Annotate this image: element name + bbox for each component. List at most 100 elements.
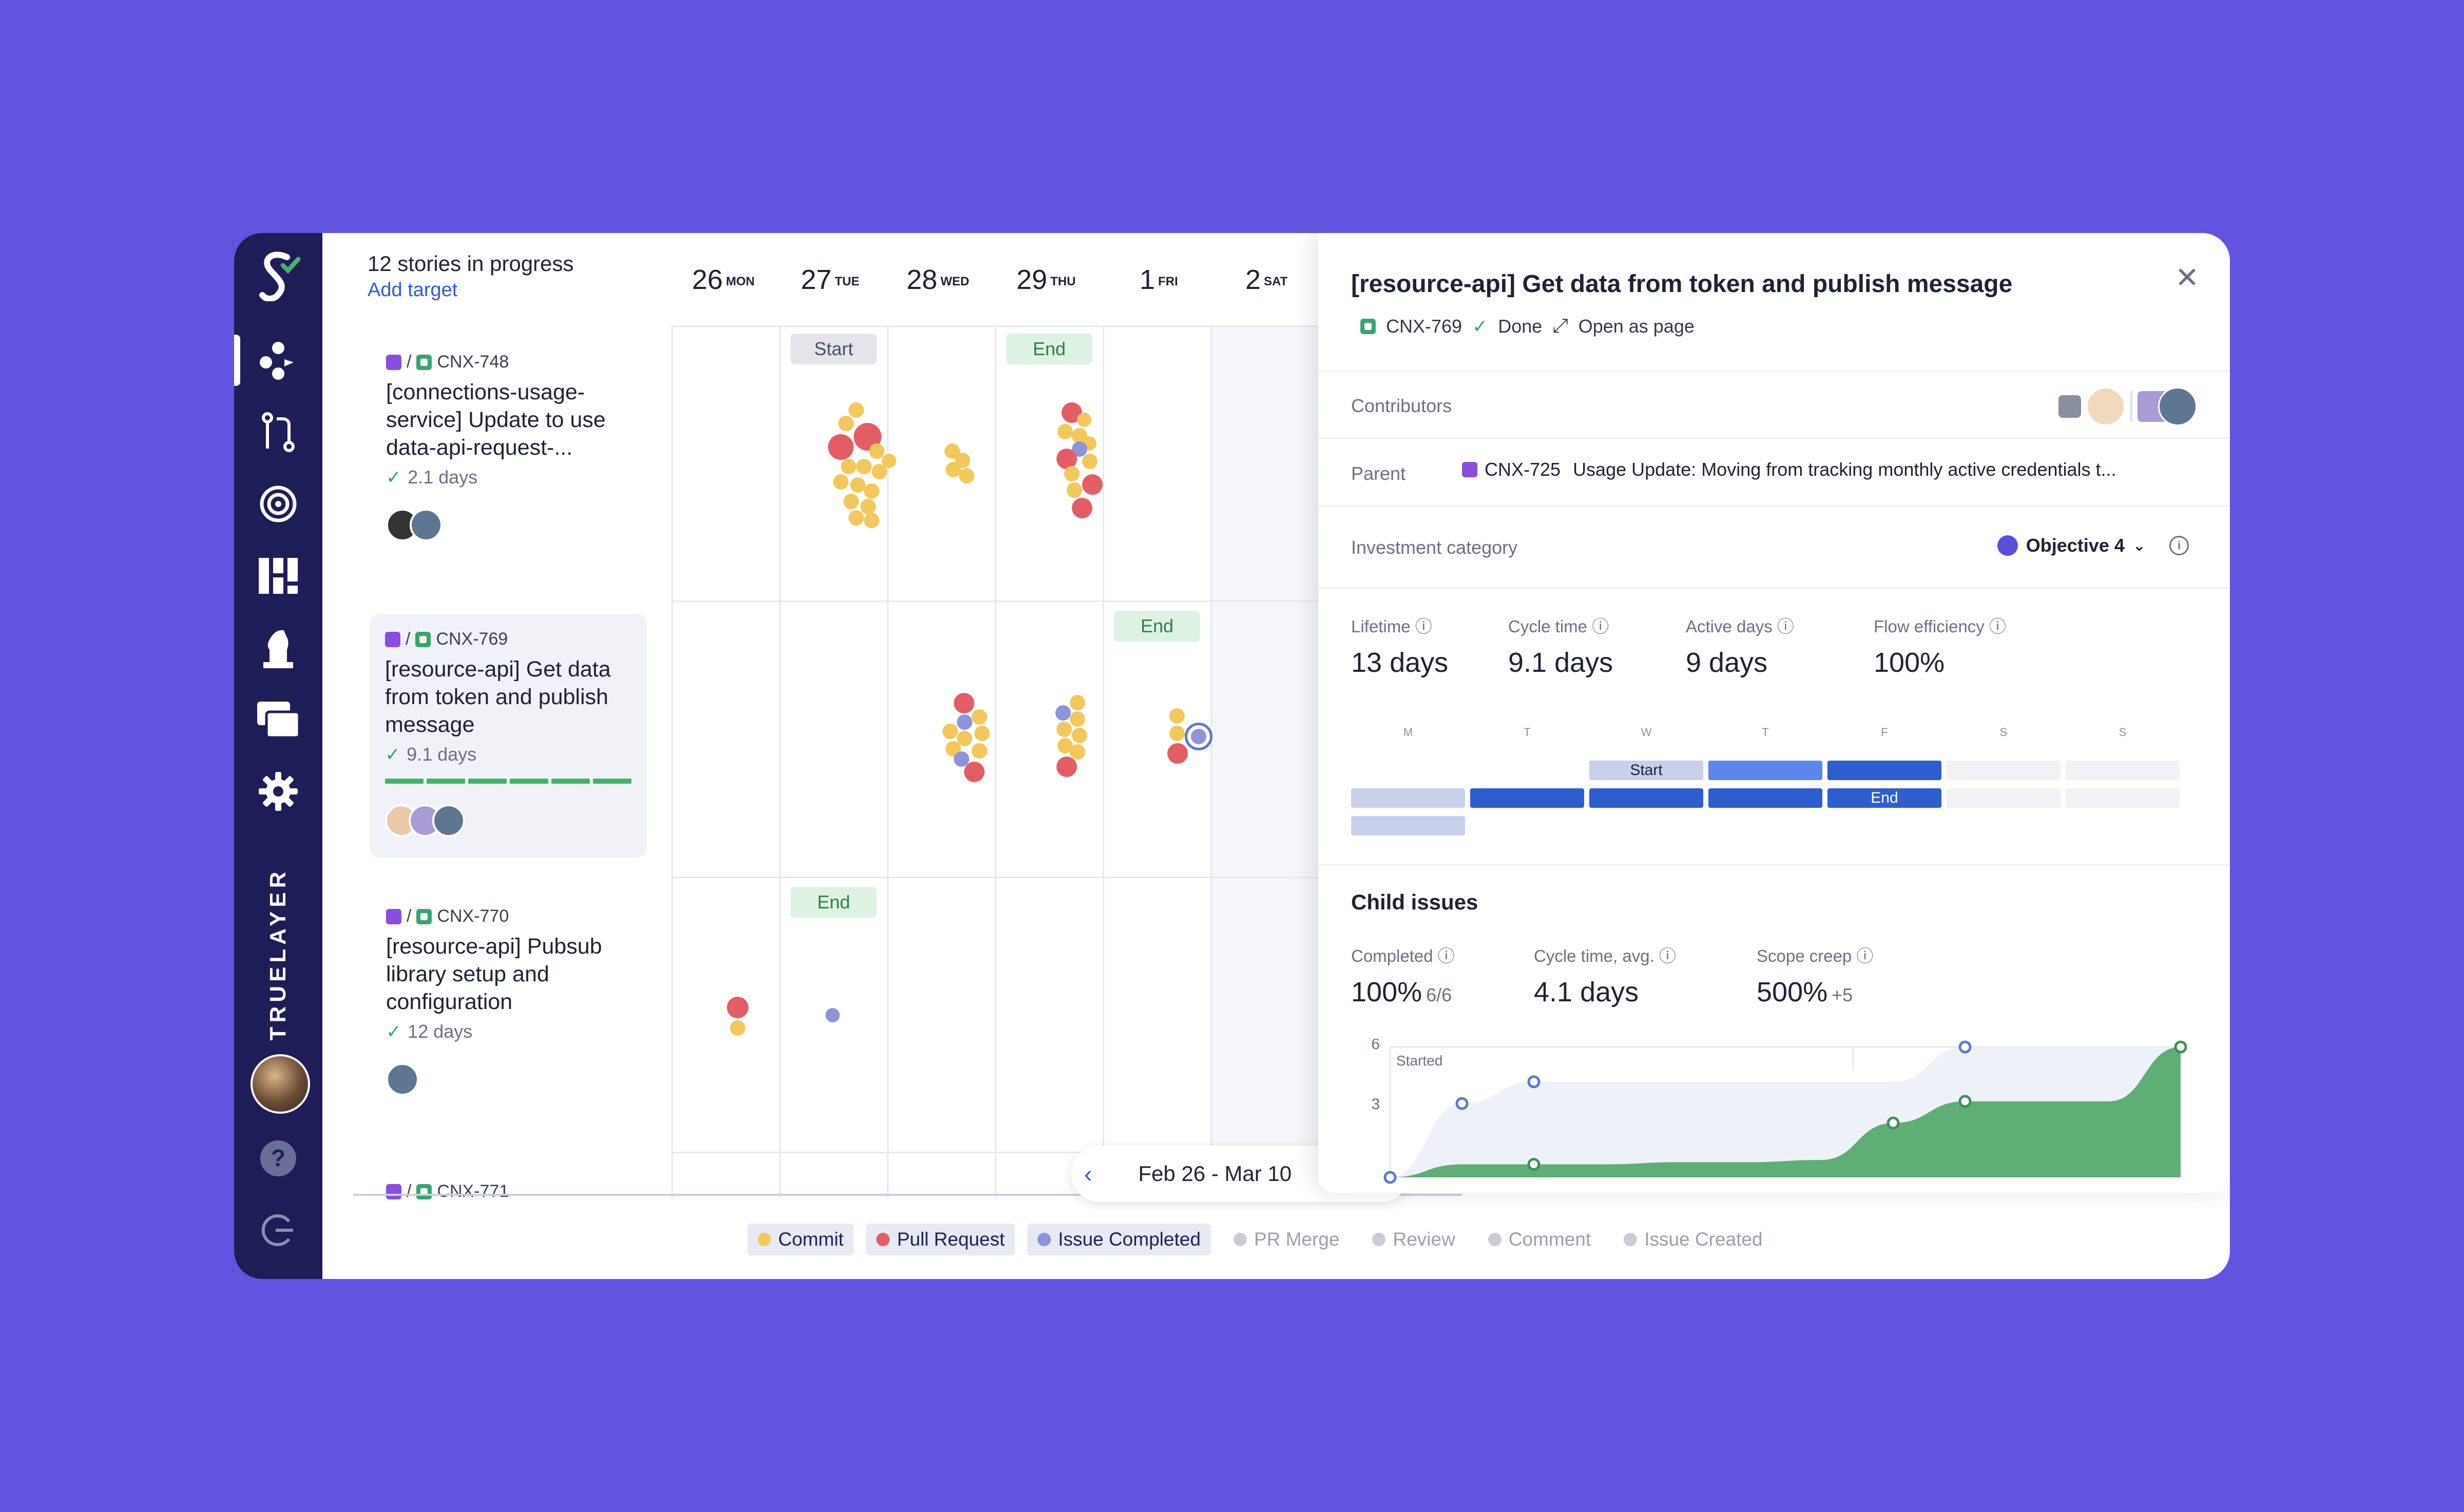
child-issues-title: Child issues (1351, 890, 1478, 914)
stat-cycle-time: Cycle time ⓘ 9.1 days (1508, 617, 1613, 678)
epic-icon (385, 631, 400, 647)
story-card[interactable]: / CNX-770 [resource-api] Pubsub library s… (378, 901, 651, 1101)
story-card-selected[interactable]: / CNX-769 [resource-api] Get data from to… (370, 614, 647, 858)
dashboard-icon[interactable] (256, 554, 300, 598)
story-icon (416, 354, 432, 370)
story-days: 9.1 days (407, 744, 477, 765)
chevron-down-icon: ⌄ (2132, 537, 2146, 554)
weekday-label: W (1641, 726, 1652, 739)
expand-icon: ⤢ (1552, 315, 1568, 337)
story-title: [resource-api] Get data from token and p… (385, 657, 611, 737)
check-icon: ✓ (386, 1021, 402, 1042)
contributors (385, 804, 631, 837)
story-key: CNX-771 (437, 1181, 509, 1201)
chart-point (1958, 1095, 1972, 1108)
day-header: 27 TUE (801, 264, 860, 295)
chart-point (1886, 1116, 1900, 1130)
stat-lifetime: Lifetime ⓘ 13 days (1351, 617, 1449, 678)
legend-comment[interactable]: Comment (1478, 1224, 1601, 1255)
weekday-label: S (2119, 726, 2127, 739)
completed-area (1390, 1047, 2181, 1177)
day-header: 2 SAT (1245, 264, 1288, 295)
parent-link[interactable]: CNX-725 Usage Update: Moving from tracki… (1462, 459, 2116, 480)
logout-icon[interactable] (256, 1208, 300, 1252)
started-annotation: Started (1396, 1053, 1442, 1069)
story-icon (416, 908, 432, 924)
child-stat-scope-creep: Scope creep ⓘ 500% +5 (1757, 946, 1874, 1007)
activity-calendar: 26 MON 27 TUE 28 WED 29 THU 1 FRI 2 SAT Start … (671, 233, 1344, 1198)
avatar (2086, 387, 2125, 426)
active-indicator (234, 335, 240, 386)
weekday-label: F (1881, 726, 1888, 739)
legend-pull-request[interactable]: Pull Request (866, 1224, 1015, 1255)
avatar (432, 804, 465, 837)
avatar (410, 509, 442, 541)
stories-count: 12 stories in progress (368, 251, 574, 276)
sidebar: TRUELAYER ? (234, 233, 322, 1279)
timeline-axis (353, 1194, 1462, 1196)
legend-pr-merge[interactable]: PR Merge (1223, 1224, 1350, 1255)
teams-icon[interactable] (256, 338, 300, 382)
chart-point (1958, 1040, 1972, 1054)
contributor-avatars (2058, 387, 2197, 426)
contributors-label: Contributors (1351, 395, 1452, 416)
logo-icon[interactable] (256, 251, 300, 301)
y-tick-label: 3 (1371, 1096, 1380, 1113)
epic-icon (1462, 462, 1477, 477)
issue-key[interactable]: CNX-769 (1386, 315, 1462, 337)
story-days: 2.1 days (408, 467, 478, 488)
epic-icon (386, 1184, 401, 1199)
story-icon (416, 1184, 432, 1199)
child-stat-cycle-time: Cycle time, avg. ⓘ 4.1 days (1534, 946, 1676, 1007)
avatar (386, 1063, 419, 1096)
check-icon: ✓ (1472, 315, 1488, 337)
day-header: 26 MON (692, 264, 755, 295)
story-key: CNX-770 (437, 906, 509, 926)
target-icon[interactable] (256, 482, 300, 526)
stat-flow-efficiency: Flow efficiency ⓘ 100% (1874, 617, 2006, 678)
help-icon[interactable]: ? (256, 1136, 300, 1180)
legend-issue-completed[interactable]: Issue Completed (1027, 1224, 1211, 1255)
weekday-label: M (1403, 726, 1413, 739)
story-key: CNX-769 (436, 629, 508, 649)
epic-icon (386, 908, 401, 924)
legend-commit[interactable]: Commit (747, 1224, 854, 1255)
legend-review[interactable]: Review (1362, 1224, 1465, 1255)
app-window: TRUELAYER ? 12 stories in progress Add t… (234, 233, 2230, 1279)
child-stat-completed: Completed ⓘ 100% 6/6 (1351, 946, 1455, 1007)
info-icon[interactable]: i (2169, 536, 2189, 555)
end-marker: End (791, 887, 877, 918)
gear-icon[interactable] (256, 769, 300, 813)
day-header: 29 THU (1016, 264, 1076, 295)
objective-dropdown[interactable]: Objective 4 ⌄ i (1997, 535, 2189, 556)
chart-point (1527, 1075, 1541, 1089)
weekday-label: S (1999, 726, 2008, 739)
bot-icon (2058, 395, 2081, 418)
chevron-left-icon[interactable]: ‹ (1084, 1160, 1092, 1187)
start-bar: Start (1589, 761, 1703, 780)
pull-requests-icon[interactable] (256, 410, 300, 454)
parent-label: Parent (1351, 463, 1406, 484)
progress-bar (385, 779, 631, 784)
chart-point (1527, 1158, 1541, 1171)
investment-category-label: Investment category (1351, 537, 1518, 558)
story-card[interactable]: / CNX-771 (378, 1176, 651, 1207)
day-header: 1 FRI (1140, 264, 1178, 295)
story-card[interactable]: / CNX-748 [connections-usage-service] Upd… (378, 347, 651, 547)
close-icon[interactable]: ✕ (2175, 261, 2199, 294)
end-marker: End (1006, 334, 1092, 364)
issue-detail-panel: [resource-api] Get data from token and p… (1318, 233, 2230, 1193)
y-tick-label: 6 (1371, 1039, 1380, 1053)
contributors (386, 1063, 643, 1096)
issue-status: Done (1498, 315, 1543, 337)
add-target-link[interactable]: Add target (368, 279, 458, 301)
issue-title: [resource-api] Get data from token and p… (1351, 270, 2013, 298)
date-range-label: Feb 26 - Mar 10 (1138, 1161, 1292, 1186)
child-issues-chart: 6 3 Started (1371, 1039, 2187, 1184)
legend-issue-created[interactable]: Issue Created (1613, 1224, 1773, 1255)
user-avatar[interactable] (251, 1054, 310, 1114)
chess-knight-icon[interactable] (256, 626, 300, 670)
open-as-page-link[interactable]: Open as page (1578, 315, 1695, 337)
stack-icon[interactable] (256, 697, 300, 742)
story-title: [connections-usage-service] Update to us… (386, 380, 606, 460)
